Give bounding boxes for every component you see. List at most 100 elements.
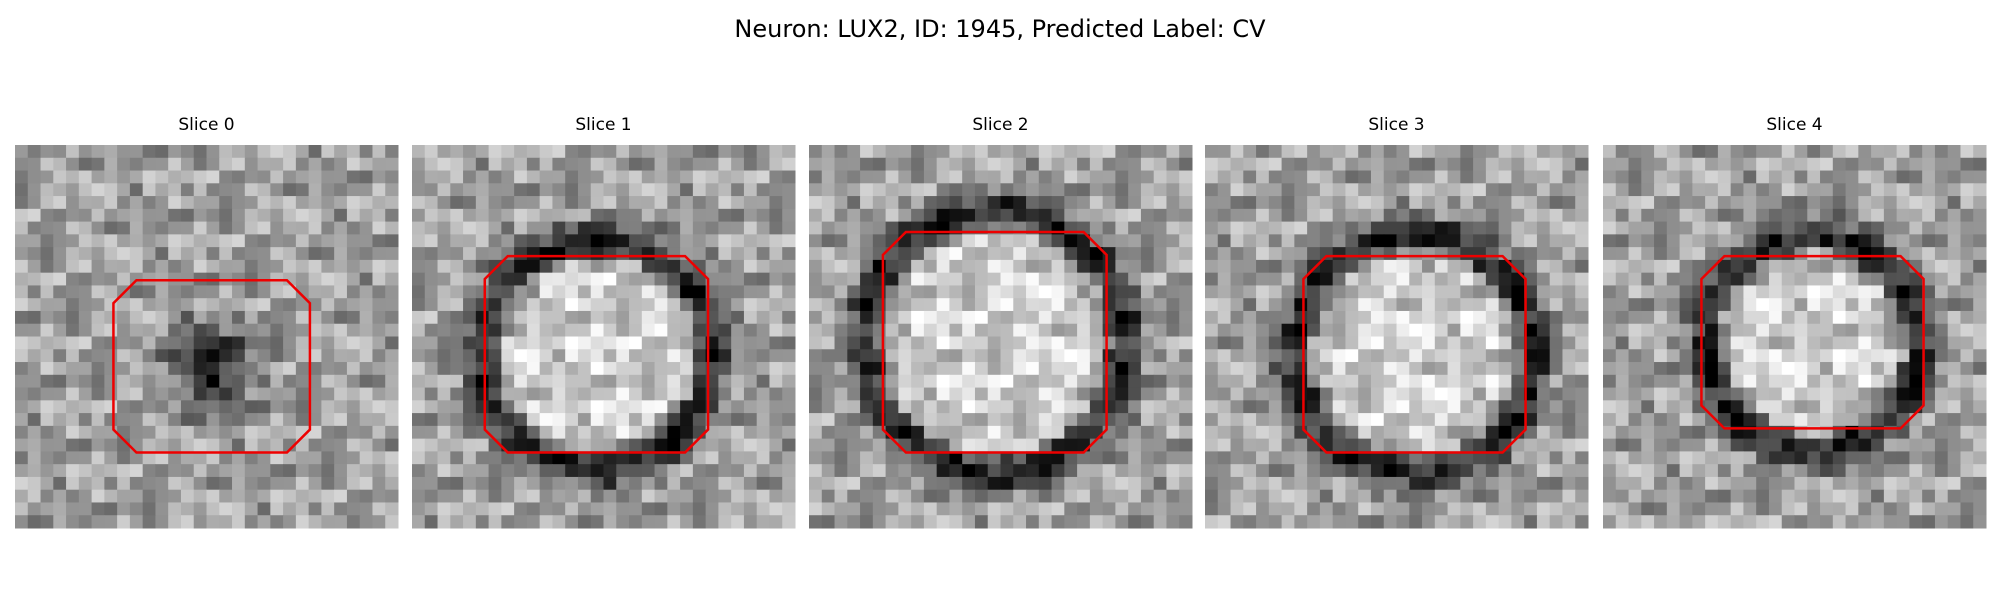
- pixel: [705, 476, 719, 491]
- pixel: [1268, 183, 1283, 197]
- pixel: [1256, 234, 1270, 248]
- pixel: [1730, 208, 1744, 223]
- pixel: [1447, 145, 1461, 159]
- pixel: [692, 438, 707, 452]
- pixel: [1268, 489, 1283, 503]
- pixel: [168, 310, 182, 325]
- pixel: [437, 310, 451, 325]
- pixel: [91, 489, 105, 503]
- pixel: [488, 400, 502, 414]
- pixel: [1064, 502, 1078, 516]
- pixel: [860, 145, 874, 159]
- pixel: [1654, 285, 1668, 299]
- pixel: [987, 208, 1001, 223]
- pixel: [1460, 145, 1474, 159]
- pixel: [1013, 438, 1027, 452]
- pixel: [962, 413, 976, 427]
- pixel: [450, 259, 464, 274]
- pixel: [1947, 451, 1961, 465]
- pixel: [769, 425, 783, 440]
- pixel: [295, 221, 310, 235]
- pixel: [1756, 221, 1770, 235]
- pixel: [501, 247, 515, 261]
- pixel: [15, 145, 29, 159]
- pixel: [1832, 285, 1847, 299]
- pixel: [283, 515, 297, 529]
- pixel: [1396, 362, 1410, 376]
- pixel: [514, 157, 528, 172]
- pixel: [1858, 247, 1872, 261]
- pixel: [731, 323, 745, 337]
- pixel: [283, 323, 297, 337]
- pixel: [809, 310, 823, 325]
- pixel: [78, 285, 93, 299]
- pixel: [1909, 438, 1923, 452]
- pixel: [1549, 145, 1563, 159]
- pixel: [1922, 272, 1936, 286]
- pixel: [1000, 336, 1014, 350]
- pixel: [1947, 464, 1961, 478]
- pixel: [1820, 515, 1834, 529]
- pixel: [1973, 285, 1987, 299]
- pixel: [1473, 247, 1487, 261]
- pixel: [1230, 247, 1244, 261]
- pixel: [1038, 196, 1053, 210]
- pixel: [769, 374, 783, 389]
- pixel: [1794, 208, 1808, 223]
- pixel: [1603, 259, 1617, 274]
- pixel: [731, 196, 745, 210]
- pixel: [1128, 349, 1142, 363]
- pixel: [782, 502, 796, 516]
- pixel: [475, 183, 490, 197]
- pixel: [1666, 515, 1681, 529]
- pixel: [1820, 310, 1834, 325]
- pixel: [718, 502, 732, 516]
- pixel: [885, 310, 899, 325]
- pixel: [1781, 285, 1795, 299]
- pixel: [1115, 323, 1129, 337]
- pixel: [1524, 247, 1538, 261]
- pixel: [1064, 145, 1078, 159]
- pixel: [936, 400, 950, 414]
- pixel: [1153, 476, 1167, 491]
- pixel: [1858, 502, 1872, 516]
- pixel: [283, 259, 297, 274]
- pixel: [526, 298, 541, 312]
- pixel: [27, 145, 42, 159]
- pixel: [974, 208, 989, 223]
- pixel: [219, 247, 233, 261]
- pixel: [692, 502, 707, 516]
- pixel: [78, 515, 93, 529]
- pixel: [501, 489, 515, 503]
- pixel: [501, 413, 515, 427]
- pixel: [475, 413, 490, 427]
- pixel: [1845, 515, 1859, 529]
- pixel: [1345, 502, 1359, 516]
- pixel: [1485, 285, 1500, 299]
- pixel: [654, 221, 668, 235]
- pixel: [1396, 323, 1410, 337]
- pixel: [705, 259, 719, 274]
- pixel: [641, 387, 656, 401]
- pixel: [1115, 272, 1129, 286]
- pixel: [987, 476, 1001, 491]
- pixel: [667, 298, 681, 312]
- pixel: [475, 336, 490, 350]
- pixel: [1051, 272, 1065, 286]
- pixel: [1666, 413, 1681, 427]
- pixel: [1717, 400, 1732, 414]
- pixel: [847, 259, 861, 274]
- pixel: [809, 183, 823, 197]
- pixel: [603, 451, 617, 465]
- pixel: [1409, 476, 1423, 491]
- pixel: [1422, 387, 1436, 401]
- pixel: [514, 234, 528, 248]
- pixel: [257, 208, 271, 223]
- pixel: [78, 464, 93, 478]
- pixel: [1409, 183, 1423, 197]
- pixel: [91, 464, 105, 478]
- pixel: [1243, 464, 1257, 478]
- pixel: [962, 310, 976, 325]
- pixel: [1115, 336, 1129, 350]
- pixel: [1705, 259, 1719, 274]
